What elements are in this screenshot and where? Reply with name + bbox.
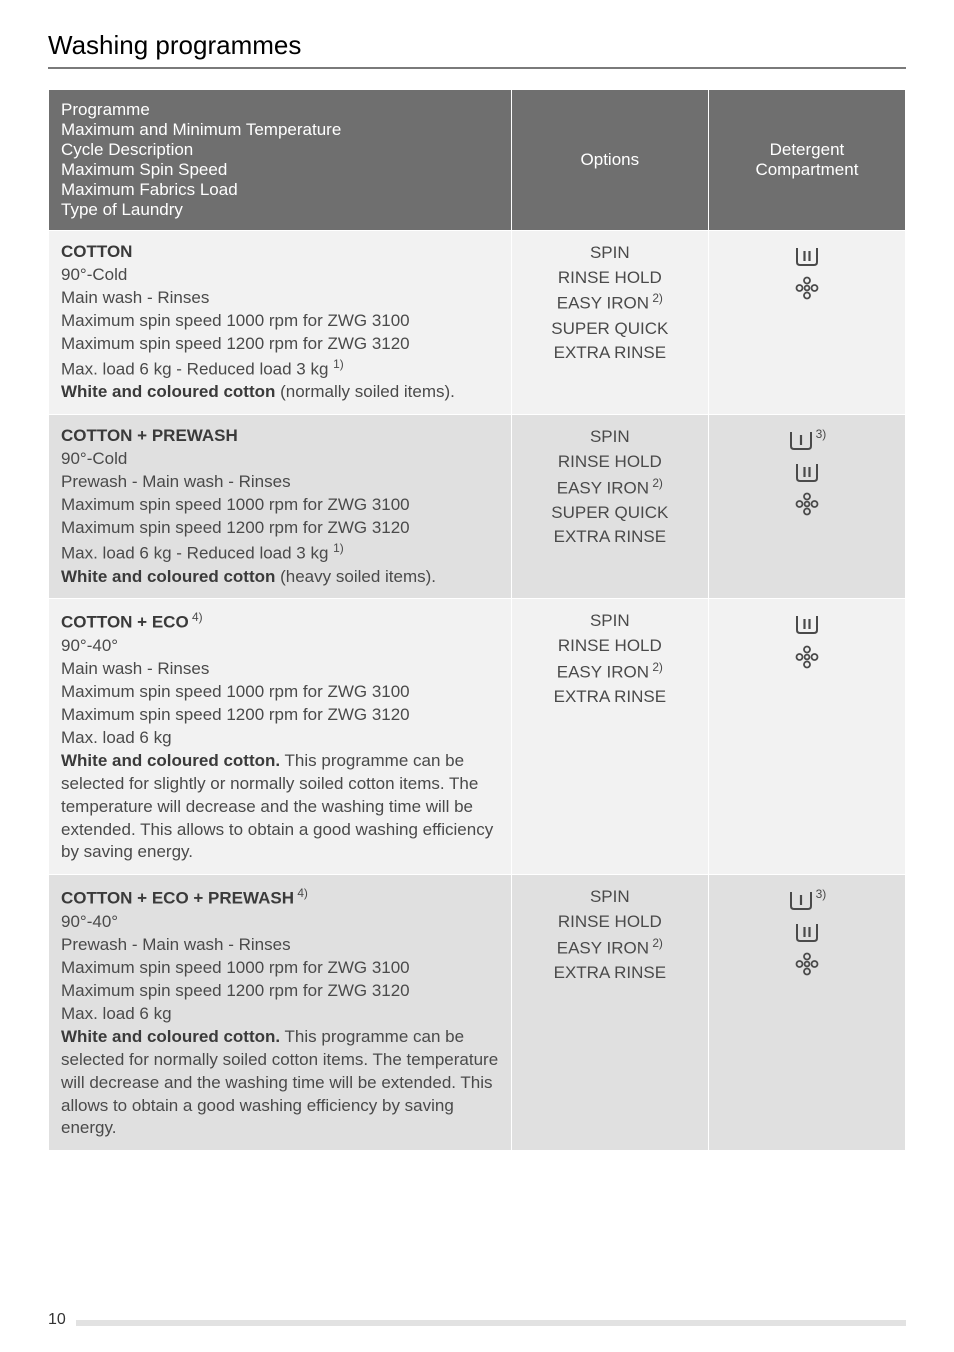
programme-line: Maximum spin speed 1200 rpm for ZWG 3120 [61,517,499,540]
programme-cell: COTTON90°-ColdMain wash - RinsesMaximum … [49,231,512,415]
option-item: RINSE HOLD [524,634,696,659]
header-programme: Programme Maximum and Minimum Temperatur… [49,90,512,231]
programme-line: Maximum spin speed 1000 rpm for ZWG 3100 [61,310,499,333]
programme-line: 90°-40° [61,635,499,658]
programme-line: 90°-Cold [61,264,499,287]
programme-name-sup: 4) [294,886,308,900]
programme-line: 90°-Cold [61,448,499,471]
detergent-icon-sup: 3) [816,887,827,901]
detergent-cell: 3) [708,875,905,1151]
programme-load: Max. load 6 kg [61,1003,499,1026]
programme-line: Maximum spin speed 1000 rpm for ZWG 3100 [61,681,499,704]
programme-load: Max. load 6 kg - Reduced load 3 kg 1) [61,356,499,382]
programme-line: Maximum spin speed 1200 rpm for ZWG 3120 [61,704,499,727]
table-row: COTTON90°-ColdMain wash - RinsesMaximum … [49,231,906,415]
options-cell: SPINRINSE HOLDEASY IRON 2)EXTRA RINSE [511,875,708,1151]
programme-line: Prewash - Main wash - Rinses [61,471,499,494]
programme-load-sup: 1) [333,357,344,371]
option-item: EXTRA RINSE [524,525,696,550]
header-line: Maximum and Minimum Temperature [61,120,499,140]
option-item: RINSE HOLD [524,266,696,291]
prewash-compartment-icon [788,889,814,916]
programme-line: Main wash - Rinses [61,658,499,681]
option-item: EASY IRON 2) [524,475,696,501]
mainwash-compartment-icon [794,921,820,948]
header-line: Maximum Spin Speed [61,160,499,180]
detergent-cell: 3) [708,415,905,599]
option-item: SPIN [524,425,696,450]
programme-line: Maximum spin speed 1200 rpm for ZWG 3120 [61,333,499,356]
prewash-compartment-icon [788,429,814,456]
option-item: EXTRA RINSE [524,341,696,366]
option-item: EASY IRON 2) [524,290,696,316]
option-sup: 2) [649,476,663,490]
programme-name-sup: 4) [189,610,203,624]
softener-icon [795,492,819,521]
option-item: EASY IRON 2) [524,659,696,685]
programme-name: COTTON + PREWASH [61,426,238,445]
programme-line: Maximum spin speed 1000 rpm for ZWG 3100 [61,494,499,517]
header-line: Maximum Fabrics Load [61,180,499,200]
header-line: Programme [61,100,499,120]
option-item: SPIN [524,609,696,634]
option-sup: 2) [649,291,663,305]
programme-name: COTTON + ECO [61,613,189,632]
detergent-cell [708,599,905,875]
table-row: COTTON + ECO 4) 90°-40°Main wash - Rinses… [49,599,906,875]
header-line: Detergent [721,140,893,160]
programme-line: Maximum spin speed 1200 rpm for ZWG 3120 [61,980,499,1003]
option-item: SUPER QUICK [524,317,696,342]
header-options: Options [511,90,708,231]
option-sup: 2) [649,936,663,950]
option-item: EXTRA RINSE [524,685,696,710]
detergent-cell [708,231,905,415]
option-item: RINSE HOLD [524,910,696,935]
page-number: 10 [48,1311,906,1329]
programme-cell: COTTON + ECO + PREWASH 4) 90°-40°Prewash … [49,875,512,1151]
programme-name: COTTON + ECO + PREWASH [61,889,294,908]
programme-description: White and coloured cotton (heavy soiled … [61,566,499,589]
option-sup: 2) [649,660,663,674]
option-item: RINSE HOLD [524,450,696,475]
options-cell: SPINRINSE HOLDEASY IRON 2)EXTRA RINSE [511,599,708,875]
programme-line: 90°-40° [61,911,499,934]
programme-load-sup: 1) [333,541,344,555]
table-row: COTTON + PREWASH 90°-ColdPrewash - Main w… [49,415,906,599]
options-cell: SPINRINSE HOLDEASY IRON 2)SUPER QUICKEXT… [511,231,708,415]
option-item: SPIN [524,885,696,910]
programme-name: COTTON [61,242,132,261]
option-item: EXTRA RINSE [524,961,696,986]
detergent-icon-sup: 3) [816,427,827,441]
page-title: Washing programmes [48,30,906,69]
programme-cell: COTTON + PREWASH 90°-ColdPrewash - Main w… [49,415,512,599]
programme-load: Max. load 6 kg - Reduced load 3 kg 1) [61,540,499,566]
mainwash-compartment-icon [794,461,820,488]
option-item: EASY IRON 2) [524,935,696,961]
softener-icon [795,952,819,981]
programme-cell: COTTON + ECO 4) 90°-40°Main wash - Rinses… [49,599,512,875]
programme-description: White and coloured cotton. This programm… [61,1026,499,1141]
header-line: Type of Laundry [61,200,499,220]
header-line: Compartment [721,160,893,180]
programme-line: Prewash - Main wash - Rinses [61,934,499,957]
programme-description: White and coloured cotton (normally soil… [61,381,499,404]
option-item: SPIN [524,241,696,266]
table-row: COTTON + ECO + PREWASH 4) 90°-40°Prewash … [49,875,906,1151]
softener-icon [795,276,819,305]
options-cell: SPINRINSE HOLDEASY IRON 2)SUPER QUICKEXT… [511,415,708,599]
mainwash-compartment-icon [794,245,820,272]
softener-icon [795,645,819,674]
mainwash-compartment-icon [794,613,820,640]
programme-description: White and coloured cotton. This programm… [61,750,499,865]
programme-load: Max. load 6 kg [61,727,499,750]
option-item: SUPER QUICK [524,501,696,526]
programmes-table: Programme Maximum and Minimum Temperatur… [48,89,906,1151]
programme-line: Main wash - Rinses [61,287,499,310]
header-detergent: Detergent Compartment [708,90,905,231]
header-line: Cycle Description [61,140,499,160]
programme-line: Maximum spin speed 1000 rpm for ZWG 3100 [61,957,499,980]
